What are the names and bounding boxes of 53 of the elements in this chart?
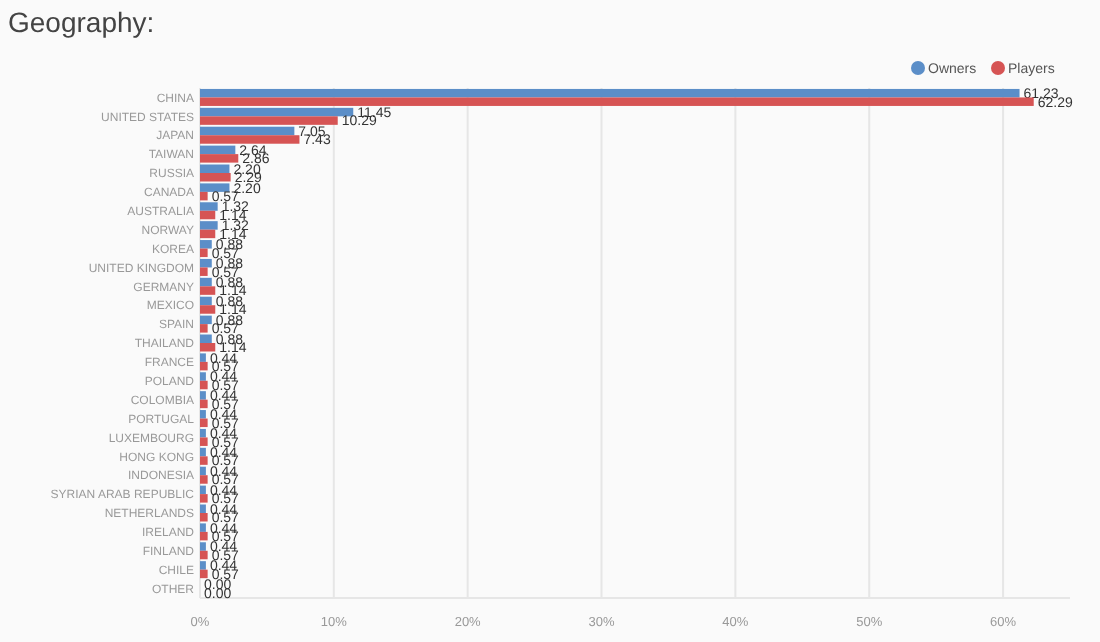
bar	[200, 494, 208, 503]
bar	[200, 154, 239, 163]
bar	[200, 334, 212, 343]
bar	[200, 315, 212, 325]
bar	[200, 305, 216, 314]
bar	[200, 485, 206, 495]
bar	[200, 380, 208, 390]
bar	[200, 229, 216, 239]
bar	[200, 466, 206, 476]
bar	[200, 221, 218, 230]
bar	[200, 277, 212, 287]
bar	[200, 202, 218, 211]
bar	[200, 164, 230, 173]
bar	[200, 248, 208, 258]
bar	[200, 372, 206, 381]
bar	[200, 324, 208, 333]
bar	[200, 447, 206, 457]
bar	[200, 97, 1034, 106]
bar	[200, 296, 212, 306]
bar	[200, 523, 206, 532]
bar	[200, 399, 208, 409]
bar	[200, 504, 206, 513]
bar	[200, 475, 208, 484]
bar	[200, 569, 208, 579]
bar	[200, 135, 300, 144]
bar	[200, 437, 208, 446]
bar	[200, 391, 206, 400]
bar	[200, 88, 1020, 98]
bar	[200, 145, 236, 155]
bar	[200, 240, 212, 249]
bar	[200, 410, 206, 419]
bar	[200, 191, 208, 201]
bar	[200, 343, 216, 352]
bar	[200, 267, 208, 276]
bar	[200, 183, 230, 192]
bar	[200, 428, 206, 438]
bar	[200, 361, 208, 371]
bar	[200, 542, 206, 551]
bar	[200, 561, 206, 570]
bar	[200, 126, 295, 136]
bar	[200, 353, 206, 362]
bar	[200, 258, 212, 268]
bar	[200, 531, 208, 541]
chart-title: Geography:	[8, 6, 155, 38]
bar	[200, 513, 208, 522]
bar	[200, 286, 216, 295]
bar	[200, 107, 354, 117]
bar	[200, 173, 231, 182]
bar	[200, 116, 338, 125]
bar	[200, 550, 208, 560]
bar	[200, 210, 216, 220]
bar	[200, 456, 208, 465]
bar	[200, 418, 208, 428]
